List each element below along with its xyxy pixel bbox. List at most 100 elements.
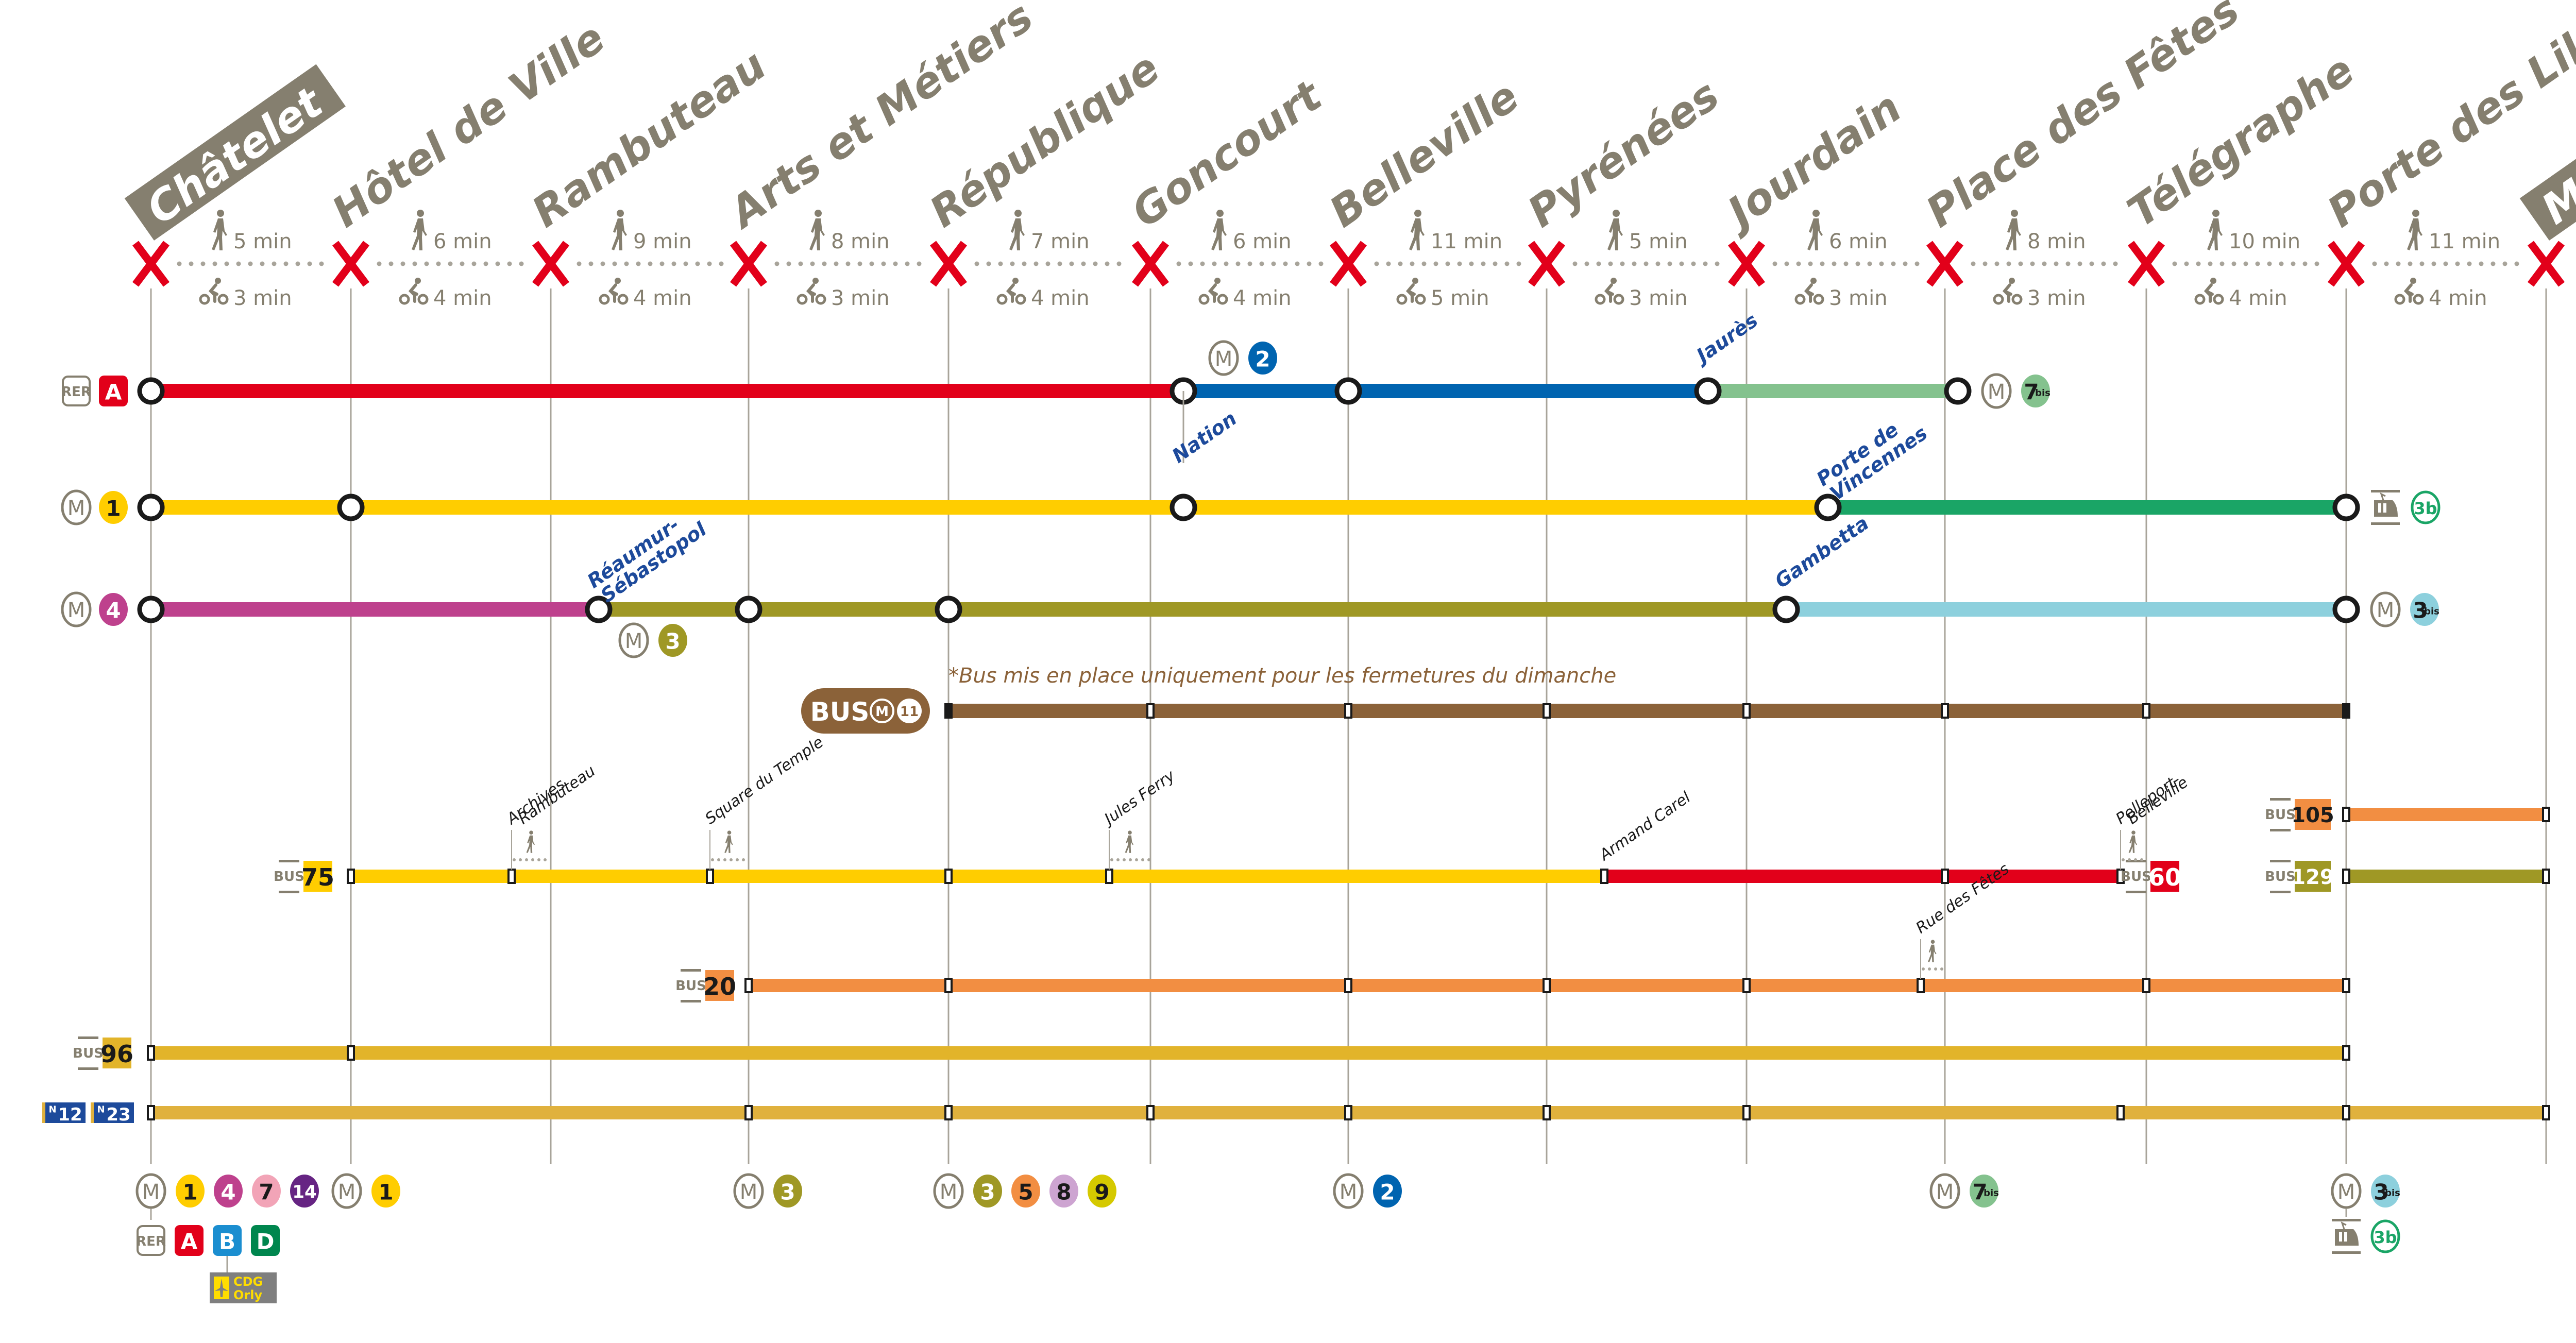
dotted-path <box>2089 261 2094 266</box>
station-name: Châtelet <box>138 77 333 234</box>
bus-stop-marker <box>1941 703 1949 719</box>
dotted-path <box>1212 261 1217 266</box>
bus-stop-marker <box>1917 978 1925 993</box>
bike-icon <box>399 278 429 305</box>
walk-icon <box>526 830 535 853</box>
svg-text:BUS: BUS <box>2121 869 2151 885</box>
connection-station-label: Gambetta <box>1771 512 1873 592</box>
dotted-path <box>2018 261 2023 266</box>
station-7: Pyrénées <box>1519 71 1728 287</box>
dotted-path <box>917 261 922 266</box>
svg-text:M: M <box>740 1180 758 1204</box>
station-8: Jourdain <box>1714 83 1910 287</box>
bus-m11-row: *Bus mis en place uniquement pour les fe… <box>801 664 2350 734</box>
svg-text:2: 2 <box>1255 347 1270 372</box>
closed-station-icon <box>1132 241 1169 287</box>
noctilien-row: N 12 N 23 <box>42 1102 2550 1125</box>
dotted-path <box>648 261 653 266</box>
bike-icon <box>1198 278 1228 305</box>
segment-11: 11 min 4 min <box>2372 210 2519 310</box>
tram-line-badge: 3b <box>2411 490 2441 524</box>
transfer-walk <box>1109 830 1151 870</box>
metro-icon: M <box>2370 591 2401 627</box>
svg-text:BUS: BUS <box>2265 807 2296 823</box>
dotted-path <box>2396 261 2401 266</box>
closed-station-icon <box>1330 241 1367 287</box>
dotted-path <box>600 261 605 266</box>
dotted-path <box>319 261 324 266</box>
dotted-path <box>495 261 500 266</box>
bus-stop-marker <box>347 869 355 884</box>
station-name: Place des Fêtes <box>1918 0 2248 237</box>
segment-0: 5 min 3 min <box>177 210 324 310</box>
walk-time: 6 min <box>1233 230 1292 253</box>
transfer-walk <box>2120 830 2147 870</box>
bus-stop-marker <box>2342 1045 2350 1061</box>
dotted-path <box>1457 261 1462 266</box>
dotted-path <box>624 261 629 266</box>
dotted-path <box>448 261 453 266</box>
walk-time: 8 min <box>2027 230 2086 253</box>
dotted-path <box>2255 261 2260 266</box>
bus-stop-marker <box>1146 703 1155 719</box>
bus-stop-marker <box>1146 1105 1155 1120</box>
dotted-path <box>2443 261 2448 266</box>
walk-icon <box>1409 210 1425 250</box>
tram-icon <box>2371 490 2400 525</box>
svg-text:M: M <box>1340 1180 1358 1204</box>
tram-line-badge: 3b <box>2370 1219 2400 1253</box>
bike-icon <box>199 278 229 305</box>
station-node <box>735 596 762 623</box>
dotted-path <box>695 261 700 266</box>
dotted-path <box>400 261 405 266</box>
station-node <box>1944 377 1972 405</box>
bus-stop-marker <box>2542 1105 2550 1120</box>
segment-10: 10 min 4 min <box>2172 210 2319 310</box>
svg-text:129: 129 <box>2291 865 2334 889</box>
closed-station-icon <box>2528 241 2565 287</box>
rer-line-badge: B <box>213 1225 242 1256</box>
dotted-path <box>2101 261 2106 266</box>
metro-line-badge: 1 <box>176 1175 205 1208</box>
bus-stop-marker <box>744 1105 753 1120</box>
dotted-path <box>1703 261 1708 266</box>
dotted-path <box>1572 261 1578 266</box>
station-node <box>1334 377 1362 405</box>
dotted-path <box>612 261 617 266</box>
dotted-path <box>2243 261 2248 266</box>
dotted-path <box>1903 261 1908 266</box>
bike-icon <box>2194 278 2224 305</box>
dotted-path <box>1596 261 1601 266</box>
transfer-line-badge: 3 <box>658 624 687 657</box>
dotted-path <box>460 261 465 266</box>
dotted-path <box>2514 261 2519 266</box>
dotted-path <box>1469 261 1474 266</box>
rer-icon: RER <box>61 376 91 406</box>
dotted-path <box>2314 261 2319 266</box>
dotted-path <box>798 261 803 266</box>
closed-station-icon <box>332 241 369 287</box>
svg-text:BUS: BUS <box>73 1046 104 1061</box>
svg-text:3b: 3b <box>2414 499 2437 518</box>
walk-icon <box>724 830 733 853</box>
bus-stop-label: Rambuteau <box>515 762 599 828</box>
svg-text:bis: bis <box>2424 606 2439 617</box>
dotted-path <box>1116 261 1122 266</box>
svg-text:9: 9 <box>1094 1180 1109 1205</box>
svg-text:bis: bis <box>2035 388 2050 399</box>
svg-text:N: N <box>48 1104 56 1115</box>
segment-4: 7 min 4 min <box>974 210 1122 310</box>
segment-5: 6 min 4 min <box>1176 210 1324 310</box>
bus-stop-marker <box>2342 1105 2350 1120</box>
bike-time: 4 min <box>1031 286 1090 310</box>
